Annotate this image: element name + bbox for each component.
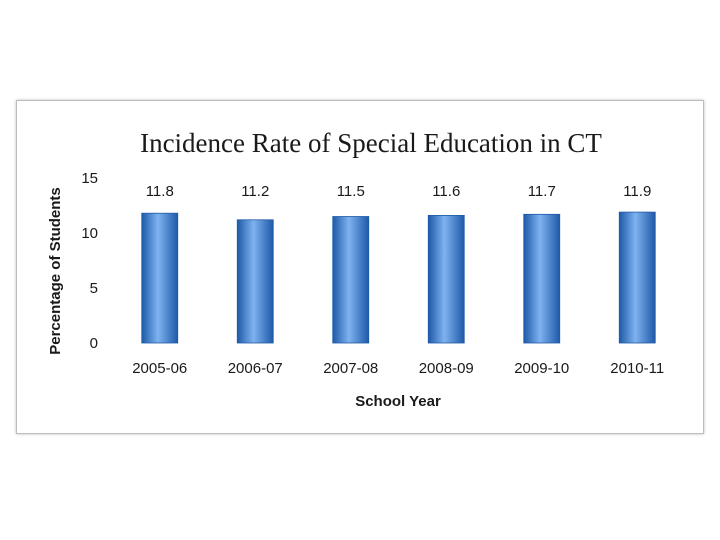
y-tick-label: 5	[90, 280, 98, 297]
x-tick-label: 2010-11	[610, 360, 664, 377]
x-tick-label: 2009-10	[514, 360, 569, 377]
data-label: 11.7	[528, 183, 556, 200]
bar	[618, 211, 656, 344]
bar	[236, 219, 274, 344]
y-tick-label: 0	[90, 335, 98, 352]
x-tick-label: 2006-07	[228, 360, 283, 377]
x-tick-label: 2008-09	[419, 360, 474, 377]
y-axis-title: Percentage of Students	[47, 187, 64, 355]
bar	[427, 215, 465, 344]
x-tick-label: 2007-08	[323, 360, 378, 377]
bar	[141, 212, 179, 344]
data-label: 11.2	[241, 183, 269, 200]
x-axis-title: School Year	[355, 393, 441, 410]
y-tick-label: 10	[81, 225, 98, 242]
data-label: 11.5	[337, 183, 365, 200]
y-tick-label: 15	[81, 170, 98, 187]
data-label: 11.8	[146, 183, 174, 200]
bar	[523, 213, 561, 344]
chart-title: Incidence Rate of Special Education in C…	[140, 128, 602, 158]
data-label: 11.6	[432, 183, 460, 200]
chart-frame: Incidence Rate of Special Education in C…	[16, 100, 704, 434]
data-label: 11.9	[623, 183, 651, 200]
x-tick-label: 2005-06	[132, 360, 187, 377]
bar-chart: Incidence Rate of Special Education in C…	[47, 128, 664, 410]
bar	[332, 216, 370, 344]
